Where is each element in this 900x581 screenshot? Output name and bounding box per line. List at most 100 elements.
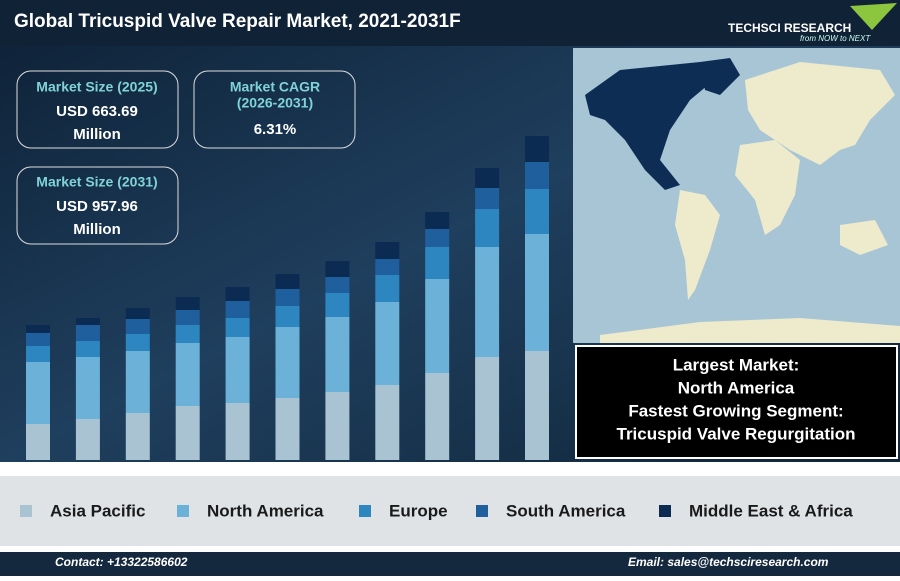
bar-segment [525, 136, 549, 162]
x-tick-label: 2030F [471, 462, 502, 474]
bar-segment [275, 274, 300, 289]
contact: Contact: +13322586602 [55, 555, 188, 569]
bar-segment [525, 234, 549, 351]
legend-swatch [20, 505, 32, 517]
bar-segment [475, 188, 500, 209]
bar-segment [325, 317, 350, 392]
header-bar [0, 0, 900, 46]
legend-swatch [659, 505, 671, 517]
eurasia [745, 62, 895, 165]
kpi-value: USD 957.96 [56, 198, 138, 215]
bar-segment [175, 325, 200, 343]
legend-label: Asia Pacific [50, 501, 145, 520]
bar-segment [325, 277, 350, 293]
bar-segment [525, 162, 549, 189]
antarctica [600, 318, 900, 343]
kpi-label: Market Size (2025) [36, 79, 157, 95]
bar-segment [275, 306, 300, 327]
bar-segment [75, 357, 100, 419]
africa [735, 140, 800, 235]
bar-segment [375, 242, 400, 259]
bar-segment [26, 346, 50, 362]
legend-label: Europe [389, 501, 448, 520]
bar-segment [375, 275, 400, 302]
x-tick-label: 2022 [76, 462, 100, 474]
kpi-sublabel: (2026-2031) [237, 95, 313, 111]
greenland [700, 58, 740, 95]
bar-segment [225, 403, 250, 460]
bar-segment [375, 385, 400, 460]
logo-mark [850, 3, 897, 30]
highlight-line: Fastest Growing Segment: [628, 401, 843, 420]
bar-segment [275, 327, 300, 398]
title: Global Tricuspid Valve Repair Market, 20… [14, 11, 461, 32]
bar-segment [425, 247, 450, 279]
bar-segment [375, 302, 400, 385]
x-tick-label: 2028F [372, 462, 403, 474]
highlight-line: Largest Market: [673, 355, 800, 374]
bar-segment [225, 318, 250, 337]
bar-segment [75, 318, 100, 325]
tagline: from NOW to NEXT [800, 34, 871, 43]
bar-segment [75, 419, 100, 460]
email: Email: sales@techsciresearch.com [628, 555, 829, 569]
x-tick-label: 2031F [521, 462, 552, 474]
bar-segment [175, 343, 200, 406]
bar-segment [275, 289, 300, 306]
kpi-unit: Million [73, 126, 121, 143]
x-tick-label: 2027F [322, 462, 353, 474]
legend-swatch [359, 505, 371, 517]
legend-label: North America [207, 501, 324, 520]
bar-segment [425, 212, 450, 229]
bar-segment [26, 424, 50, 460]
highlight-box [575, 345, 898, 459]
north-america [585, 62, 720, 190]
australia [840, 220, 888, 255]
bar-segment [525, 351, 549, 460]
x-tick-label: 2023 [126, 462, 150, 474]
bar-segment [125, 413, 150, 460]
bar-segment [175, 297, 200, 310]
bar-segment [225, 337, 250, 403]
kpi-value: USD 663.69 [56, 103, 138, 120]
x-tick-label: 2025 [225, 462, 249, 474]
bar-segment [225, 301, 250, 318]
kpi-label: Market Size (2031) [36, 174, 157, 190]
kpi-unit: Million [73, 221, 121, 238]
legend-swatch [476, 505, 488, 517]
kpi-box [16, 70, 179, 149]
bar-segment [425, 229, 450, 247]
bar-segment [75, 341, 100, 357]
highlight-line: Tricuspid Valve Regurgitation [617, 424, 856, 443]
bar-segment [475, 168, 500, 188]
bar-segment [525, 189, 549, 234]
highlight-line: North America [678, 378, 795, 397]
x-tick-label: 2024 [175, 462, 200, 474]
bar-segment [475, 247, 500, 357]
bar-segment [325, 392, 350, 460]
footer-bar [0, 552, 900, 576]
kpi-box [193, 70, 356, 149]
bar-segment [175, 310, 200, 325]
bar-segment [26, 325, 50, 333]
logo: TECHSCI RESEARCH [728, 21, 851, 35]
bar-segment [425, 279, 450, 373]
bar-segment [225, 287, 250, 301]
bar-segment [325, 293, 350, 317]
bar-segment [125, 319, 150, 334]
x-tick-label: 2029F [422, 462, 453, 474]
bar-segment [475, 209, 500, 247]
bar-segment [175, 406, 200, 460]
kpi-value: 6.31% [254, 121, 297, 138]
legend-background [0, 476, 900, 546]
bar-segment [125, 334, 150, 351]
bar-segment [475, 357, 500, 460]
legend-label: Middle East & Africa [689, 501, 853, 520]
bar-segment [375, 259, 400, 275]
kpi-boxes: Market Size (2025) USD 663.69 Million Ma… [16, 70, 356, 245]
world-map [573, 48, 900, 343]
bar-segment [26, 362, 50, 424]
bar-segment [125, 308, 150, 319]
bar-segment [275, 398, 300, 460]
